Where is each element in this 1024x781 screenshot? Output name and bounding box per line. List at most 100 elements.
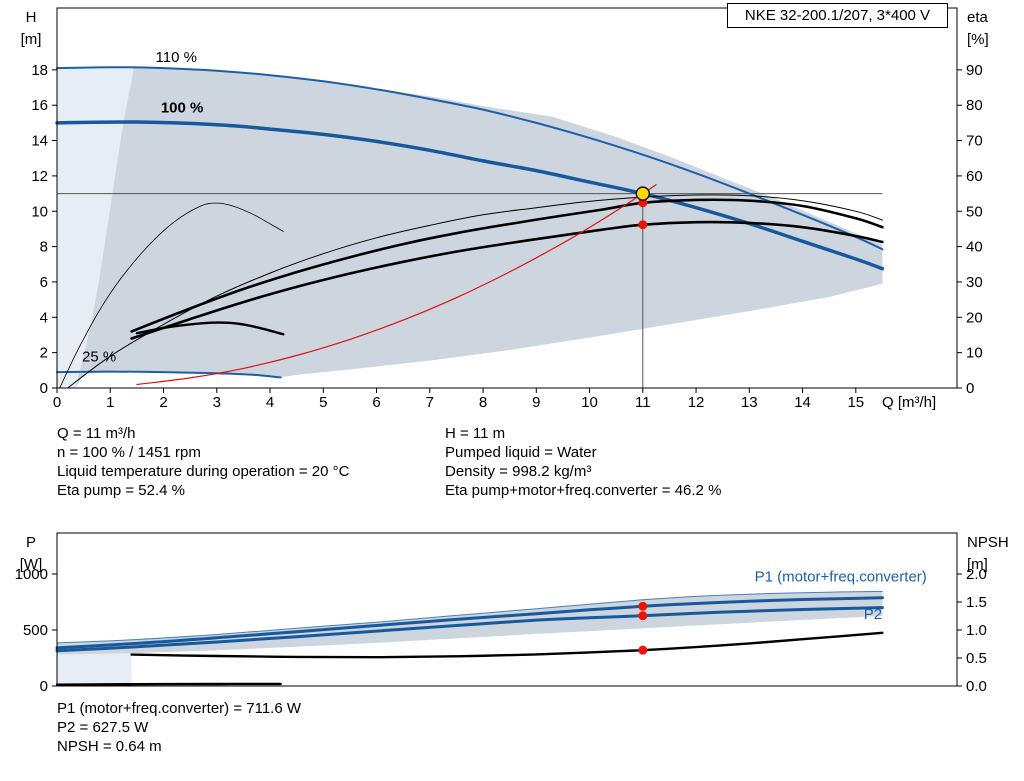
duty-info-right: H = 11 m Pumped liquid = Water Density =… — [445, 424, 721, 500]
x-axis-label: Q [m³/h] — [882, 394, 936, 411]
x-tick-label: 1 — [106, 394, 114, 411]
info-line-eta-pump: Eta pump = 52.4 % — [57, 482, 185, 499]
y-left-tick-label: 12 — [31, 168, 48, 185]
y-right-axis-label: [m] — [967, 556, 988, 573]
y-left-tick-label: 2 — [40, 345, 48, 362]
p-25-curve — [55, 682, 282, 686]
x-tick-label: 3 — [213, 394, 221, 411]
eta-reduced-speed-arc — [59, 202, 284, 389]
y-left-tick-label: 8 — [40, 239, 48, 256]
x-tick-label: 4 — [266, 394, 274, 411]
x-tick-label: 9 — [532, 394, 540, 411]
y-left-tick-label: 4 — [40, 309, 48, 326]
p1-label: P1 (motor+freq.converter) — [755, 568, 927, 585]
eta-pump-marker — [638, 198, 648, 208]
power-info: P1 (motor+freq.converter) = 711.6 W P2 =… — [57, 699, 301, 756]
eta-total-marker — [638, 220, 648, 230]
y-right-tick-label: 0.5 — [966, 650, 987, 667]
plot-frame — [56, 7, 958, 389]
info-line-p1: P1 (motor+freq.converter) = 711.6 W — [57, 700, 301, 717]
x-tick-label: 11 — [635, 394, 651, 411]
x-tick-label: 8 — [479, 394, 487, 411]
label-110-percent: 110 % — [156, 49, 197, 66]
speed-100-curve — [55, 120, 885, 271]
y-right-tick-label: 30 — [966, 274, 983, 291]
y-left-tick-label: 18 — [31, 62, 48, 79]
plot-frame — [56, 532, 958, 687]
y-left-tick-label: 500 — [23, 622, 48, 639]
y-left-tick-label: 0 — [40, 678, 48, 695]
info-line-p2: P2 = 627.5 W — [57, 719, 149, 736]
y-left-axis-label: P — [26, 534, 36, 551]
pump-model-title-box: NKE 32-200.1/207, 3*400 V — [727, 3, 948, 28]
eta-25-curve — [135, 321, 285, 336]
eta-total-curve — [130, 220, 884, 340]
y-right-tick-label: 90 — [966, 62, 983, 79]
y-left-tick-label: 14 — [31, 133, 48, 150]
label-100-percent: 100 % — [161, 99, 204, 116]
info-line-eta-total: Eta pump+motor+freq.converter = 46.2 % — [445, 482, 722, 499]
qh-eta-chart: 0 1 2 3 4 5 6 7 8 9 10 11 12 13 14 15024681012141618010… — [21, 7, 989, 411]
info-line-npsh: NPSH = 0.64 m — [57, 738, 162, 755]
info-line-speed: n = 100 % / 1451 rpm — [57, 444, 201, 461]
y-right-tick-label: 20 — [966, 309, 983, 326]
x-tick-label: 10 — [581, 394, 598, 411]
y-right-axis-label: NPSH — [967, 534, 1009, 551]
p2-label: P2 — [864, 606, 882, 623]
y-right-tick-label: 70 — [966, 133, 983, 150]
eta-pump-curve — [130, 198, 884, 333]
x-tick-label: 0 — [53, 394, 61, 411]
y-left-tick-label: 6 — [40, 274, 48, 291]
x-tick-label: 13 — [741, 394, 758, 411]
info-line-liquid: Pumped liquid = Water — [445, 444, 597, 461]
band-top-edge — [56, 590, 883, 644]
y-right-tick-label: 80 — [966, 97, 983, 114]
y-right-axis-label: [%] — [967, 31, 989, 48]
x-tick-label: 2 — [159, 394, 167, 411]
info-line-flow: Q = 11 m³/h — [57, 425, 136, 442]
label-25-percent: 25 % — [82, 348, 116, 365]
x-tick-label: 12 — [688, 394, 705, 411]
y-left-tick-label: 16 — [31, 97, 48, 114]
y-left-axis-label: H — [26, 9, 37, 26]
y-right-tick-label: 10 — [966, 345, 983, 362]
power-npsh-chart: 0 500 1000 0.0 0.5 1.0 1.5 2.0 P [W] NPSH [m] P1 (mo… — [15, 532, 1009, 695]
y-left-tick-label: 1000 — [15, 566, 48, 583]
speed-25-curve — [56, 370, 282, 379]
left-light-region — [57, 645, 132, 686]
system-curve — [136, 184, 657, 386]
p2-marker — [638, 611, 648, 621]
info-line-head: H = 11 m — [445, 425, 506, 442]
operating-envelope — [75, 66, 883, 389]
y-right-tick-label: 50 — [966, 203, 983, 220]
p1-curve — [55, 596, 884, 650]
x-tick-label: 7 — [426, 394, 434, 411]
x-tick-label: 15 — [847, 394, 864, 411]
y-right-tick-label: 1.0 — [966, 622, 987, 639]
duty-info-left: Q = 11 m³/h n = 100 % / 1451 rpm Liquid … — [57, 424, 349, 500]
x-tick-label: 5 — [319, 394, 327, 411]
left-light-region — [57, 66, 135, 389]
npsh-curve — [130, 631, 884, 659]
p1-marker — [638, 601, 648, 611]
y-left-axis-label: [W] — [20, 556, 43, 573]
y-right-tick-label: 2.0 — [966, 566, 987, 583]
pump-model-title: NKE 32-200.1/207, 3*400 V — [744, 7, 931, 24]
y-right-tick-label: 40 — [966, 239, 983, 256]
y-left-tick-label: 10 — [31, 203, 48, 220]
y-right-tick-label: 1.5 — [966, 594, 987, 611]
x-tick-label: 6 — [372, 394, 380, 411]
npsh-marker — [638, 645, 648, 655]
y-right-tick-label: 0.0 — [966, 678, 987, 695]
x-tick-label: 14 — [794, 394, 811, 411]
y-right-tick-label: 0 — [966, 380, 974, 397]
y-left-tick-label: 0 — [40, 380, 48, 397]
y-right-tick-label: 60 — [966, 168, 983, 185]
duty-point-marker — [635, 186, 651, 201]
y-left-axis-label: [m] — [21, 31, 42, 48]
info-line-temperature: Liquid temperature during operation = 20… — [57, 463, 350, 480]
speed-110-curve — [56, 66, 884, 251]
y-right-axis-label: eta — [967, 9, 989, 26]
